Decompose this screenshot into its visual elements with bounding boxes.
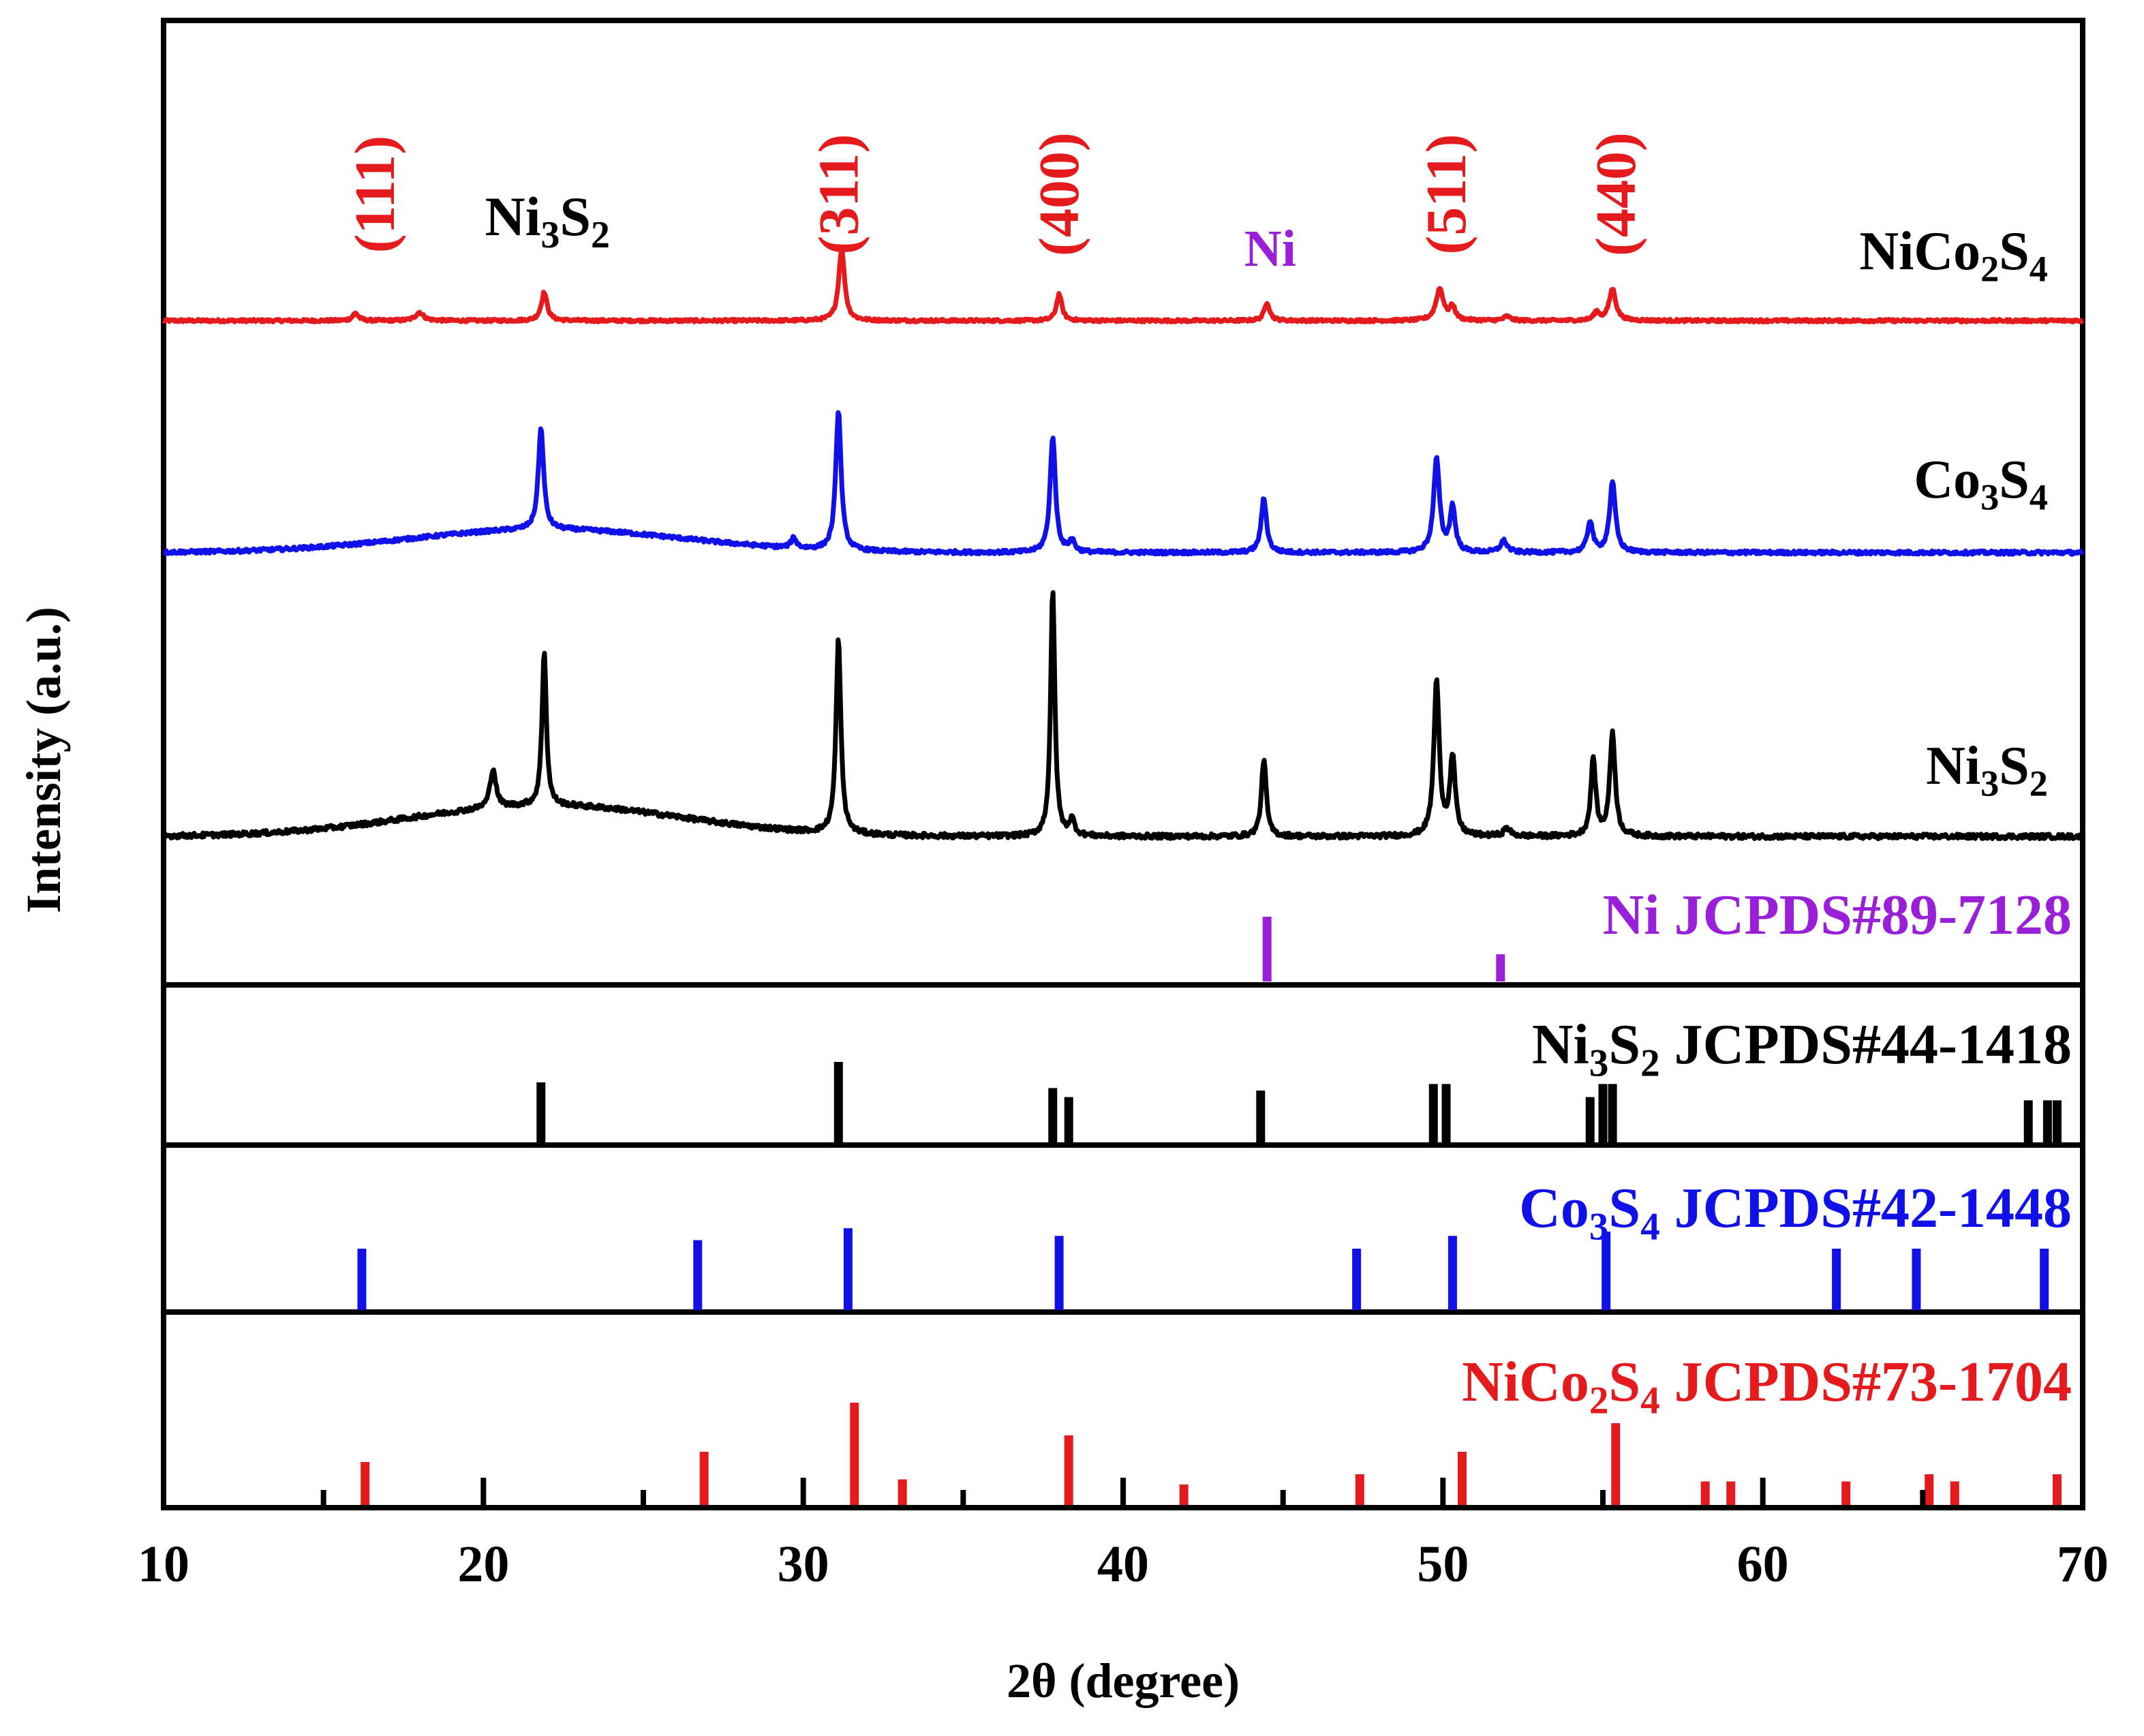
x-tick-label: 60: [1737, 1536, 1789, 1593]
reference-label-1-subscript: 3: [1589, 1041, 1609, 1084]
series-label-1: Co3S4: [1914, 450, 2048, 518]
series-label-2-text: S: [1999, 736, 2030, 796]
series-label-2: Ni3S2: [1926, 736, 2048, 804]
reference-label-2-text: S: [1608, 1176, 1640, 1240]
series-line-Co3S4: [162, 410, 2085, 557]
series-label-2-text: Ni: [1926, 736, 1980, 796]
reference-label-3-subscript: 2: [1589, 1379, 1609, 1422]
peak-label: (111): [343, 136, 407, 254]
reference-label-2: Co3S4 JCPDS#42-1448: [1519, 1176, 2072, 1248]
series-label-1-subscript: 3: [1980, 477, 1999, 518]
reference-label-3: NiCo2S4 JCPDS#73-1704: [1462, 1350, 2072, 1422]
ni3s2-phase-label-text: S: [560, 185, 591, 247]
x-tick-label: 30: [778, 1536, 829, 1593]
reference-label-1-subscript: 2: [1640, 1041, 1660, 1084]
series-label-0-subscript: 2: [1980, 249, 1999, 290]
reference-label-3-text: JCPDS#73-1704: [1660, 1350, 2072, 1414]
peak-label: (511): [1415, 134, 1478, 254]
peak-label: (311): [807, 134, 870, 254]
x-tick-label: 50: [1417, 1536, 1469, 1593]
reference-label-0: Ni JCPDS#89-7128: [1603, 883, 2072, 947]
peak-label: (440): [1584, 132, 1648, 256]
reference-label-3-subscript: 4: [1640, 1379, 1660, 1422]
reference-label-2-subscript: 3: [1589, 1205, 1609, 1248]
series-line-Ni3S2: [161, 590, 2085, 841]
plot-frames: [161, 18, 2085, 1510]
reference-label-3-text: S: [1608, 1350, 1640, 1414]
series-label-0-text: NiCo: [1859, 222, 1980, 281]
peak-label: Ni: [1244, 220, 1296, 277]
x-tick-label: 40: [1097, 1536, 1149, 1593]
series-label-1-subscript: 4: [2030, 477, 2048, 518]
ni3s2-phase-label-text: Ni: [485, 185, 541, 247]
reference-label-1-text: S: [1608, 1013, 1640, 1076]
series-label-1-text: Co: [1914, 450, 1980, 510]
reference-label-1: Ni3S2 JCPDS#44-1418: [1532, 1013, 2072, 1084]
x-axis-label: 2θ (degree): [1007, 1654, 1240, 1708]
series-label-2-subscript: 3: [1980, 763, 1999, 804]
plot-frame: [161, 18, 2085, 1510]
x-tick-label: 70: [2057, 1536, 2109, 1593]
series-line-NiCo2S4: [162, 246, 2085, 324]
reference-label-2-text: JCPDS#42-1448: [1660, 1176, 2072, 1240]
series-label-2-subscript: 2: [2030, 763, 2048, 804]
x-tick-label: 10: [138, 1536, 189, 1593]
y-axis-label: Intensity (a.u.): [16, 607, 71, 913]
reference-label-3-text: NiCo: [1462, 1350, 1589, 1414]
ni3s2-phase-label: Ni3S2: [485, 185, 610, 256]
reference-label-2-subscript: 4: [1640, 1205, 1660, 1248]
series-label-1-text: S: [1999, 450, 2030, 510]
reference-label-1-text: Ni: [1532, 1013, 1589, 1076]
x-axis: 10 20 30 40 50 60 70: [138, 1478, 2109, 1593]
ni3s2-phase-label-subscript: 3: [541, 214, 560, 256]
peak-label: (400): [1028, 132, 1091, 256]
ni3s2-phase-label-subscript: 2: [591, 214, 610, 256]
x-tick-label: 20: [457, 1536, 509, 1593]
series-label-0-text: S: [1999, 222, 2030, 281]
reference-label-2-text: Co: [1519, 1176, 1589, 1240]
series-label-0: NiCo2S4: [1859, 222, 2048, 290]
reference-label-1-text: JCPDS#44-1418: [1660, 1013, 2072, 1076]
series-label-0-subscript: 4: [2030, 249, 2048, 290]
